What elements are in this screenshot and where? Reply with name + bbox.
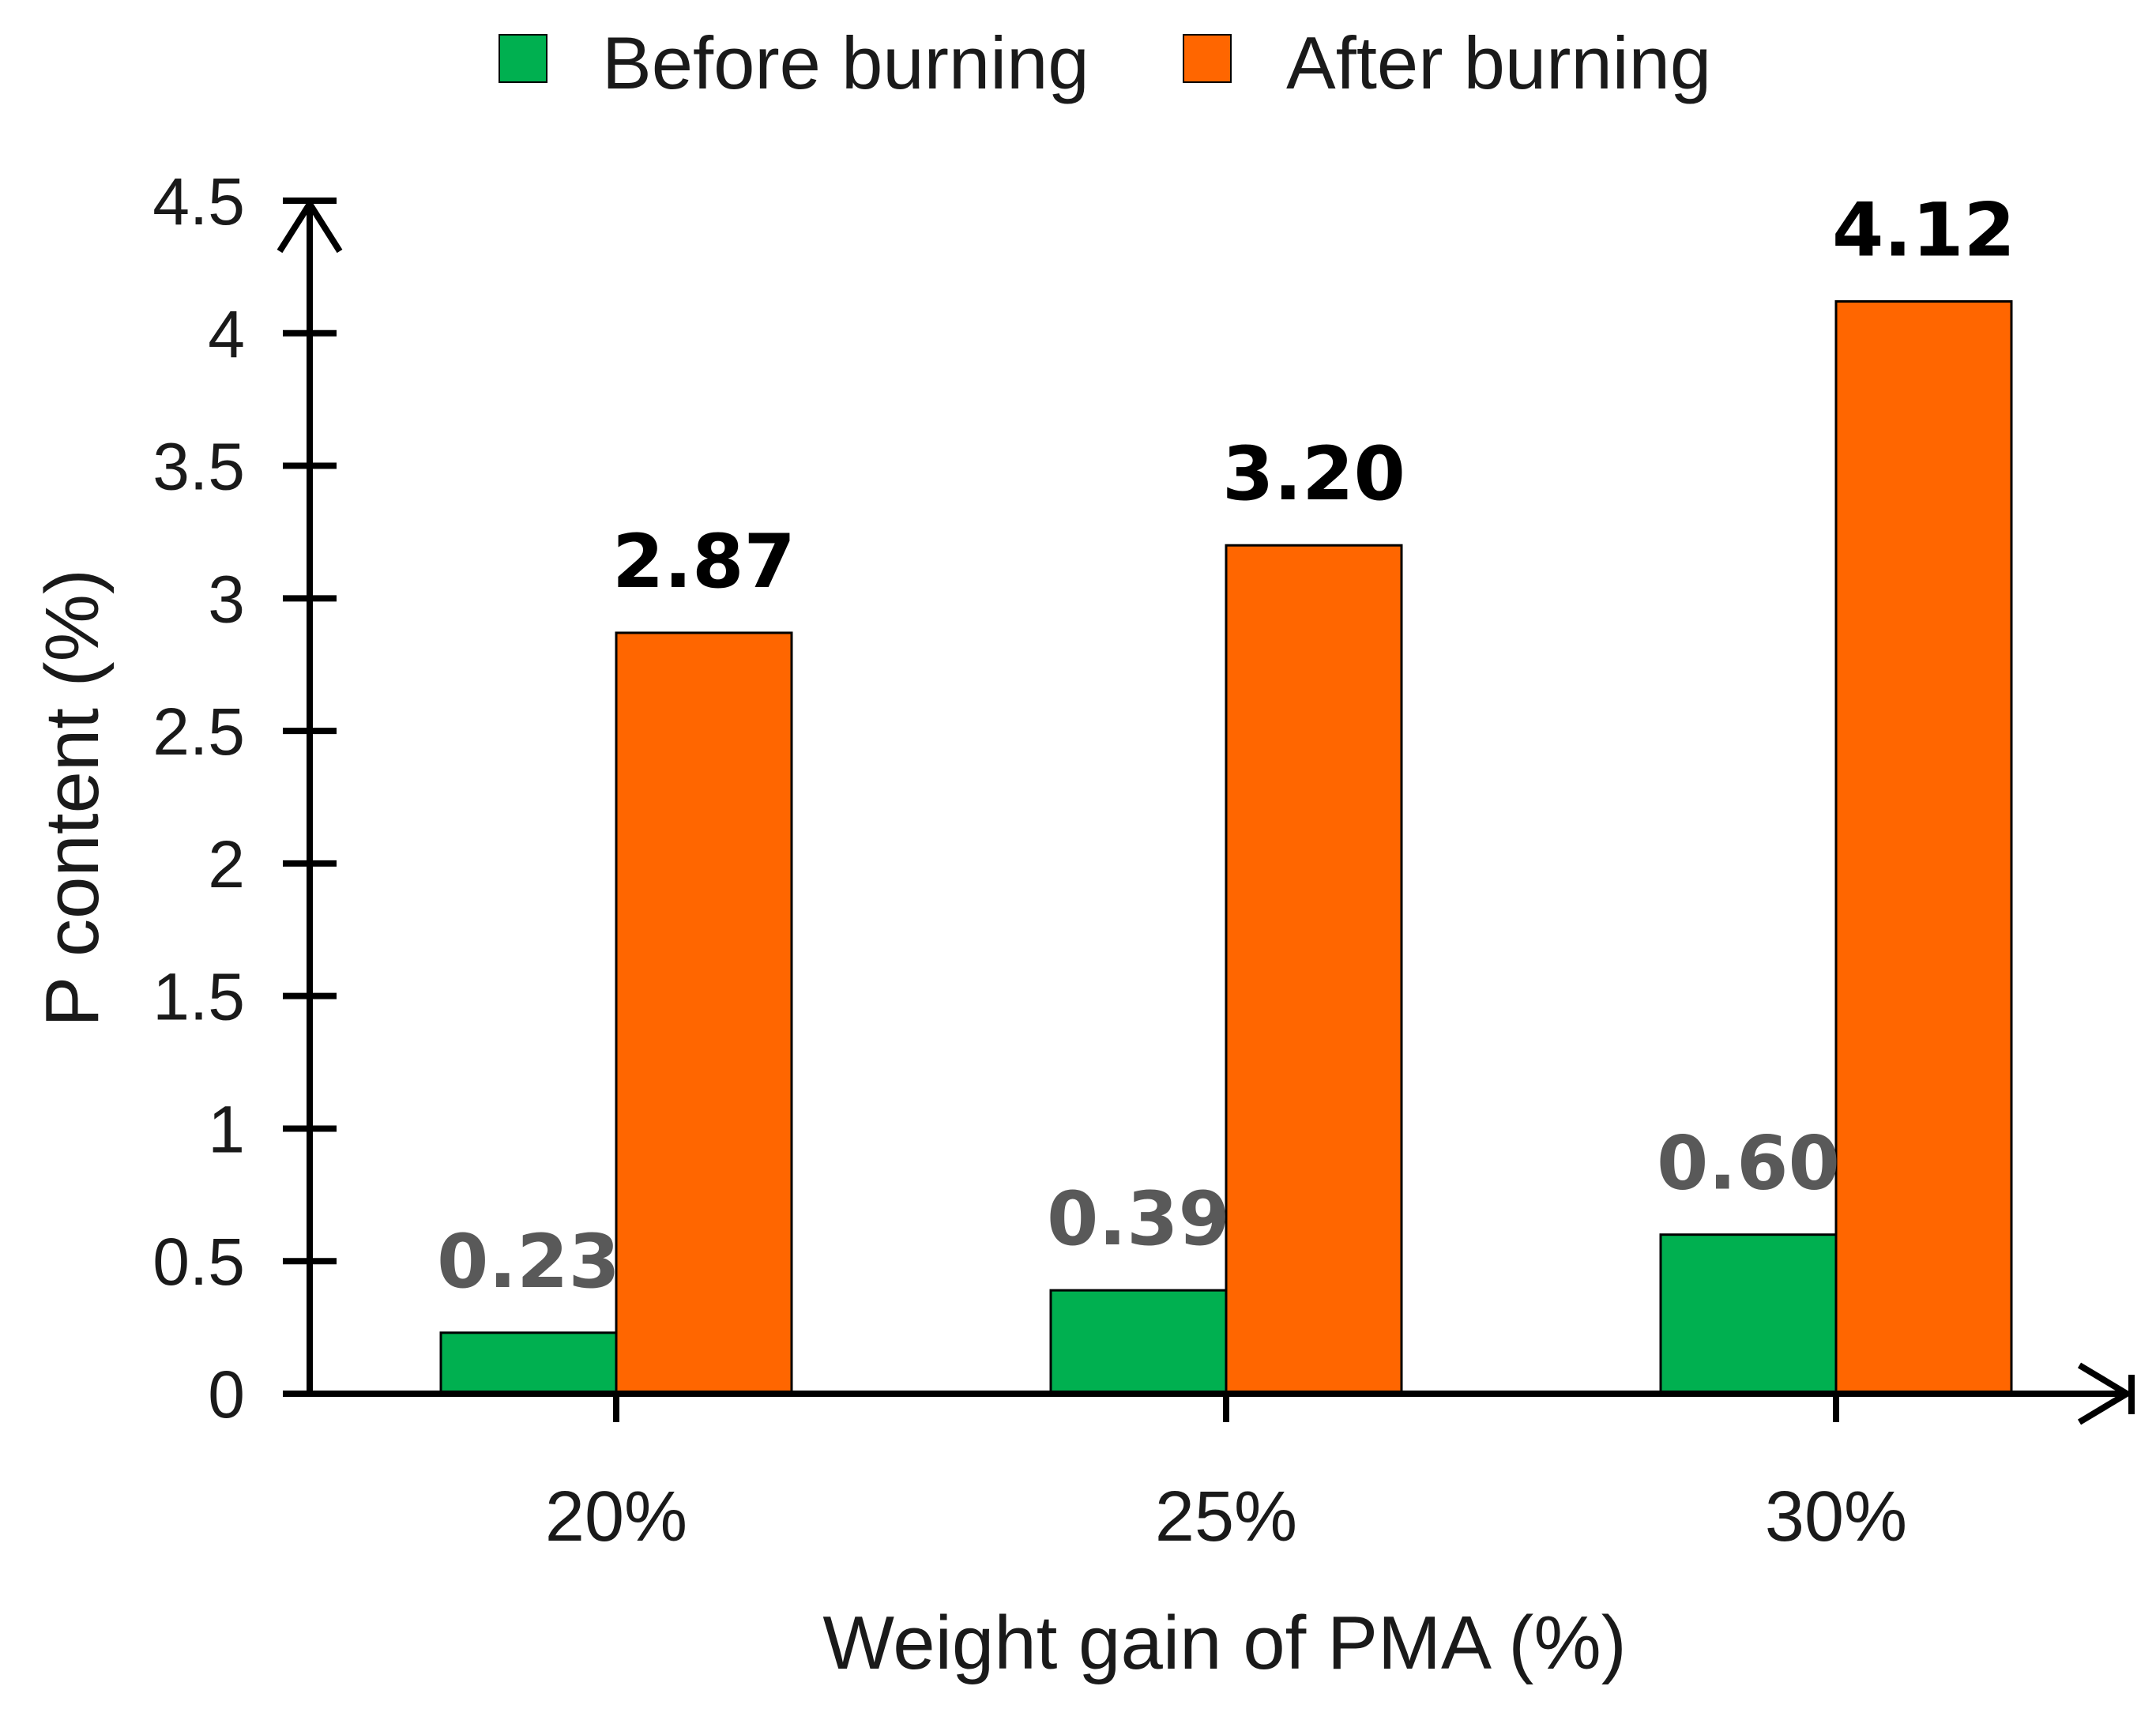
y-tick-label-3: 1.5 [152, 960, 245, 1034]
x-axis-title: Weight gain of PMA (%) [822, 1601, 1626, 1685]
legend-swatch-after [1183, 34, 1232, 83]
data-label-after-3: 4.12 [1832, 188, 2015, 274]
y-tick-label-4: 2 [208, 827, 245, 901]
x-axis-arrow [2077, 1362, 2133, 1425]
bar-before-2 [1049, 1289, 1228, 1395]
y-tick-label-7: 3.5 [152, 430, 245, 504]
legend-item-after: After burning [1183, 21, 1711, 104]
data-label-before-1: 0.23 [437, 1219, 620, 1305]
y-ticks: 0 0.5 1 1.5 2 2.5 3 3.5 4 4.5 [152, 164, 337, 1432]
y-tick-label-9: 4.5 [152, 164, 245, 239]
data-label-after-1: 2.87 [612, 519, 796, 605]
x-tick-label-2: 25% [1155, 1477, 1297, 1556]
y-tick-label-1: 0.5 [152, 1225, 245, 1299]
bar-before-1 [439, 1331, 618, 1395]
legend-label-after: After burning [1286, 21, 1711, 104]
bar-labels: 0.23 2.87 0.39 3.20 0.60 4.12 [437, 188, 2015, 1305]
bar-after-1 [615, 631, 793, 1395]
legend-item-before: Before burning [499, 21, 1089, 104]
y-axis-title: P content (%) [30, 569, 115, 1027]
x-ticks: 20% 25% 30% [545, 1394, 1907, 1556]
y-tick-label-2: 1 [208, 1092, 245, 1166]
y-tick-label-6: 3 [208, 562, 245, 636]
legend-swatch-before [499, 34, 547, 83]
y-tick-label-0: 0 [208, 1357, 245, 1432]
data-label-after-2: 3.20 [1222, 431, 1405, 518]
bar-after-2 [1225, 544, 1403, 1395]
data-label-before-3: 0.60 [1657, 1121, 1840, 1207]
legend: Before burning After burning [499, 21, 1711, 104]
x-tick-label-1: 20% [545, 1477, 687, 1556]
legend-label-before: Before burning [602, 21, 1089, 104]
bars [439, 300, 2013, 1395]
axes [277, 198, 2135, 1425]
data-label-before-2: 0.39 [1047, 1176, 1230, 1263]
bar-after-3 [1834, 300, 2013, 1395]
y-tick-label-8: 4 [208, 297, 245, 371]
x-tick-label-3: 30% [1765, 1477, 1907, 1556]
bar-before-3 [1659, 1233, 1838, 1395]
y-tick-label-5: 2.5 [152, 694, 245, 769]
